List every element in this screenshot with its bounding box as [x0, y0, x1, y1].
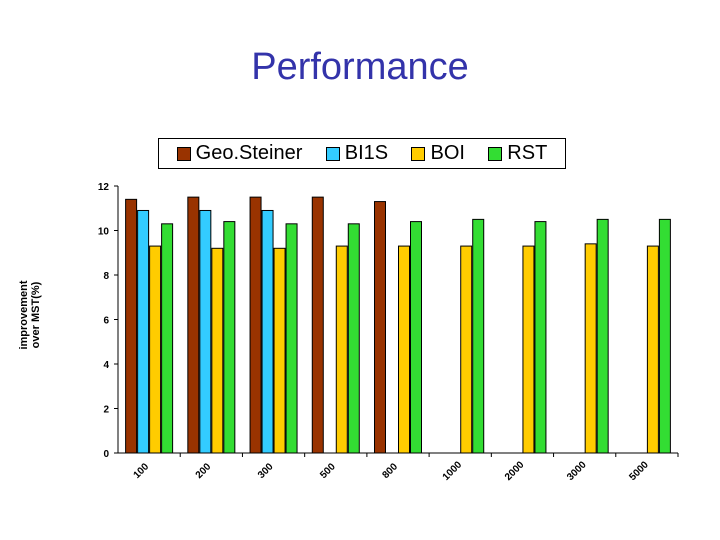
bar-rst-3000 — [596, 218, 609, 454]
bar-geosteiner-300 — [249, 196, 262, 454]
bar-rst-5000 — [658, 218, 671, 454]
x-tick-label: 5000 — [627, 459, 651, 483]
legend-swatch-geosteiner — [176, 146, 191, 161]
y-tick-label: 2 — [103, 405, 109, 416]
x-tick-label: 2000 — [503, 459, 527, 483]
x-tick-label: 200 — [194, 461, 214, 481]
bar-boi-500 — [335, 245, 348, 454]
y-tick-label: 12 — [98, 182, 110, 193]
x-tick-label: 300 — [256, 461, 276, 481]
legend-item-boi: BOI — [411, 142, 465, 165]
slide-title: Performance — [251, 46, 469, 88]
x-tick-label: 3000 — [565, 459, 589, 483]
legend-label-geosteiner: Geo.Steiner — [195, 142, 303, 164]
bar-boi-2000 — [522, 245, 535, 454]
legend-label-rst: RST — [507, 142, 548, 164]
legend-item-rst: RST — [488, 142, 547, 165]
x-tick-label: 1000 — [441, 459, 465, 483]
bar-boi-800 — [398, 245, 410, 454]
legend-item-bi1s: BI1S — [325, 142, 389, 165]
legend-swatch-rst — [488, 146, 503, 161]
bar-boi-100 — [149, 245, 162, 454]
bar-boi-200 — [211, 247, 224, 454]
bar-boi-3000 — [584, 243, 597, 454]
bar-bi1s-200 — [199, 209, 212, 454]
legend-swatch-boi — [411, 146, 426, 161]
bar-geosteiner-500 — [311, 196, 324, 454]
bar-geosteiner-100 — [125, 198, 138, 454]
bar-rst-200 — [223, 221, 236, 454]
chart-legend: Geo.Steiner BI1S BOI RST — [158, 138, 566, 169]
legend-label-boi: BOI — [430, 142, 465, 164]
bar-rst-1000 — [472, 218, 485, 454]
bar-bi1s-300 — [261, 209, 274, 454]
bar-rst-100 — [161, 223, 174, 454]
y-tick-label: 10 — [98, 227, 110, 238]
bar-boi-300 — [273, 247, 286, 454]
x-tick-label: 800 — [380, 461, 400, 481]
bar-geosteiner-800 — [374, 201, 386, 454]
bar-geosteiner-200 — [187, 196, 200, 454]
y-tick-label: 6 — [103, 316, 109, 327]
y-tick-label: 0 — [103, 449, 109, 460]
bar-boi-5000 — [646, 245, 659, 454]
legend-label-bi1s: BI1S — [344, 142, 389, 164]
x-tick-label: 500 — [318, 461, 338, 481]
bar-bi1s-100 — [137, 209, 150, 454]
bar-rst-500 — [347, 223, 360, 454]
y-tick-label: 8 — [103, 271, 109, 282]
bar-boi-1000 — [460, 245, 473, 454]
bar-rst-800 — [410, 221, 422, 454]
legend-swatch-bi1s — [325, 146, 340, 161]
bar-rst-2000 — [534, 221, 547, 454]
x-tick-label: 100 — [132, 461, 152, 481]
legend-item-geosteiner: Geo.Steiner — [176, 142, 303, 165]
bar-rst-300 — [285, 223, 298, 454]
y-tick-label: 4 — [103, 360, 109, 371]
